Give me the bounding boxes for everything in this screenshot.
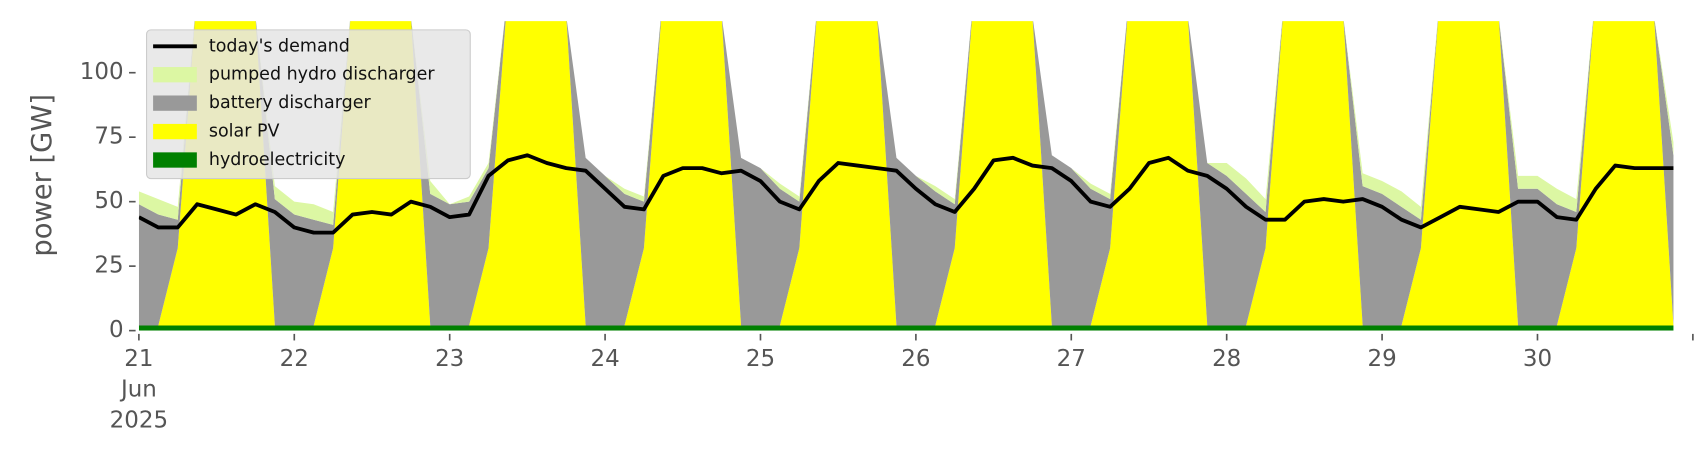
- legend-box: [145, 29, 471, 180]
- y-tick-label: 50: [94, 188, 123, 214]
- legend-swatch: [153, 123, 197, 140]
- demand-line: [138, 153, 1674, 235]
- y-tick-label: 25: [94, 253, 123, 279]
- y-tick-label: 75: [94, 124, 123, 150]
- area: [138, 325, 1674, 331]
- legend-label: pumped hydro discharger: [209, 65, 436, 85]
- area: [138, 21, 1674, 225]
- x-tick-label: 25: [746, 346, 775, 372]
- legend-label: solar PV: [209, 122, 280, 142]
- plot-area: [138, 21, 1674, 331]
- x-tick-label: 23: [435, 346, 464, 372]
- x-tick-label: 30: [1523, 346, 1552, 372]
- area: [138, 21, 1674, 326]
- legend-swatch: [153, 152, 197, 168]
- y-tick-label: 0: [109, 317, 124, 343]
- x-tick-label: 24: [590, 346, 619, 372]
- x-tick-label: 29: [1367, 346, 1396, 372]
- area: [138, 21, 1674, 326]
- x-tick-label: 28: [1212, 346, 1241, 372]
- x-tick-label: 21 Jun 2025: [110, 346, 168, 433]
- x-tick-label: 27: [1057, 346, 1086, 372]
- y-axis-label: power [GW]: [27, 94, 58, 257]
- legend: today's demand pumped hydro discharger bat…: [145, 29, 471, 180]
- x-tick-label: 26: [901, 346, 930, 372]
- legend-swatch: [153, 67, 197, 83]
- legend-label: battery discharger: [209, 93, 372, 113]
- x-tick-label: 22: [280, 346, 309, 372]
- legend-label: hydroelectricity: [209, 150, 346, 170]
- legend-label: today's demand: [209, 36, 350, 56]
- y-tick-label: 100: [80, 59, 124, 85]
- legend-swatch: [153, 95, 197, 111]
